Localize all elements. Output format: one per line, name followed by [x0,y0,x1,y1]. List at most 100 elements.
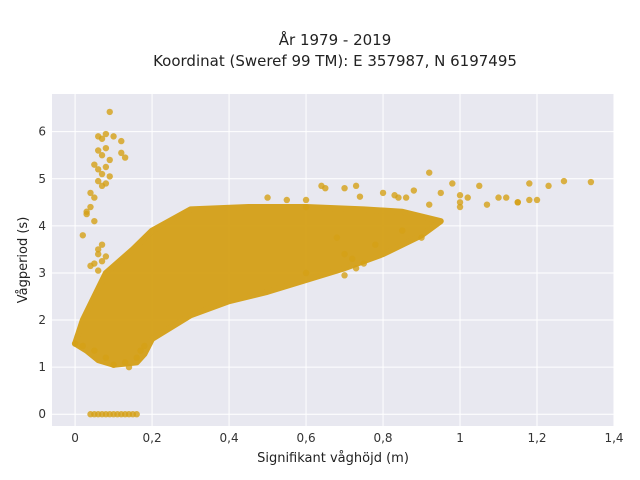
data-point-29 [98,257,106,265]
x-axis-label: Signifikant våghöjd (m) [257,451,409,466]
data-point-24 [79,232,86,239]
data-point-96 [399,227,406,234]
data-point-81 [483,201,491,208]
x-tick-label-6: 1,2 [527,431,546,445]
data-point-14 [106,173,113,180]
data-point-25 [83,210,90,218]
data-point-5 [118,137,125,145]
data-point-83 [503,194,510,201]
data-points [71,108,595,418]
data-point-10 [91,161,98,168]
y-tick-label-1: 1 [38,360,46,374]
y-tick-label-6: 6 [38,125,46,139]
data-point-8 [102,144,110,152]
x-tick-label-4: 0,8 [373,431,392,445]
data-point-99 [352,265,360,272]
data-point-60 [302,196,310,204]
data-point-62 [341,184,348,192]
data-point-4 [110,133,117,140]
data-point-69 [410,187,418,194]
x-tick-label-3: 0,6 [297,431,316,445]
data-point-63 [352,182,360,190]
x-tick-label-5: 1 [456,431,464,445]
x-tick-label-7: 1,4 [604,431,623,445]
dense-point-cloud [72,204,444,368]
data-point-98 [360,260,367,267]
data-point-2 [98,135,106,142]
data-point-23 [91,217,98,225]
data-point-79 [449,180,456,187]
data-point-89 [395,194,402,201]
data-point-94 [349,255,356,263]
data-point-73 [476,182,483,190]
data-point-67 [402,194,410,201]
data-point-44 [125,363,133,371]
data-point-87 [587,178,595,186]
data-point-6 [94,147,102,154]
data-point-64 [356,193,364,200]
data-point-36 [79,342,86,350]
data-point-18 [118,149,125,157]
data-point-80 [456,192,464,199]
data-point-26 [87,189,94,197]
data-point-33 [98,241,106,248]
data-point-35 [71,340,79,347]
data-point-95 [372,241,379,248]
data-point-77 [533,196,541,204]
data-point-58 [264,194,271,201]
data-point-34 [94,246,102,253]
data-point-70 [426,201,433,208]
data-point-3 [102,130,110,138]
data-point-20 [91,194,98,201]
data-point-90 [302,203,310,211]
chart-title-line2: Koordinat (Sweref 99 TM): E 357987, N 61… [153,52,517,70]
data-point-93 [341,250,348,258]
data-point-39 [110,361,117,368]
data-point-21 [87,203,94,211]
data-point-86 [560,177,568,185]
data-point-40 [121,359,129,366]
x-tick-label-2: 0,4 [220,431,239,445]
y-tick-label-3: 3 [38,266,46,280]
x-tick-label-1: 0,2 [143,431,162,445]
data-point-57 [133,411,140,418]
y-tick-label-5: 5 [38,172,46,186]
data-point-30 [102,253,110,260]
data-point-12 [98,170,106,178]
data-point-82 [456,203,464,211]
data-point-11 [94,166,102,173]
point-cloud [72,204,444,368]
data-point-88 [514,199,521,206]
data-point-101 [302,269,310,277]
data-point-65 [379,189,387,197]
y-tick-label-2: 2 [38,313,46,327]
data-point-76 [526,196,533,204]
data-point-100 [341,272,348,279]
data-point-41 [133,354,140,361]
data-point-78 [464,194,471,201]
x-tick-label-0: 0 [71,431,79,445]
data-point-84 [526,180,533,187]
data-point-91 [322,184,329,192]
data-point-37 [91,347,98,354]
data-point-74 [495,194,502,201]
data-point-13 [102,163,110,171]
data-point-32 [87,262,94,270]
data-point-59 [283,196,291,204]
data-point-7 [98,152,106,159]
data-point-0 [106,108,113,116]
data-point-85 [545,182,552,190]
data-point-9 [106,156,113,164]
data-point-71 [437,189,444,197]
data-point-42 [137,347,144,354]
data-point-43 [141,342,148,350]
y-tick-label-0: 0 [38,407,46,421]
data-point-15 [94,177,102,185]
grid-lines [52,94,615,426]
y-axis-label: Vågperiod (s) [16,217,31,304]
data-point-38 [102,354,110,361]
chart-title-line1: År 1979 - 2019 [279,30,392,49]
data-point-19 [121,154,129,161]
